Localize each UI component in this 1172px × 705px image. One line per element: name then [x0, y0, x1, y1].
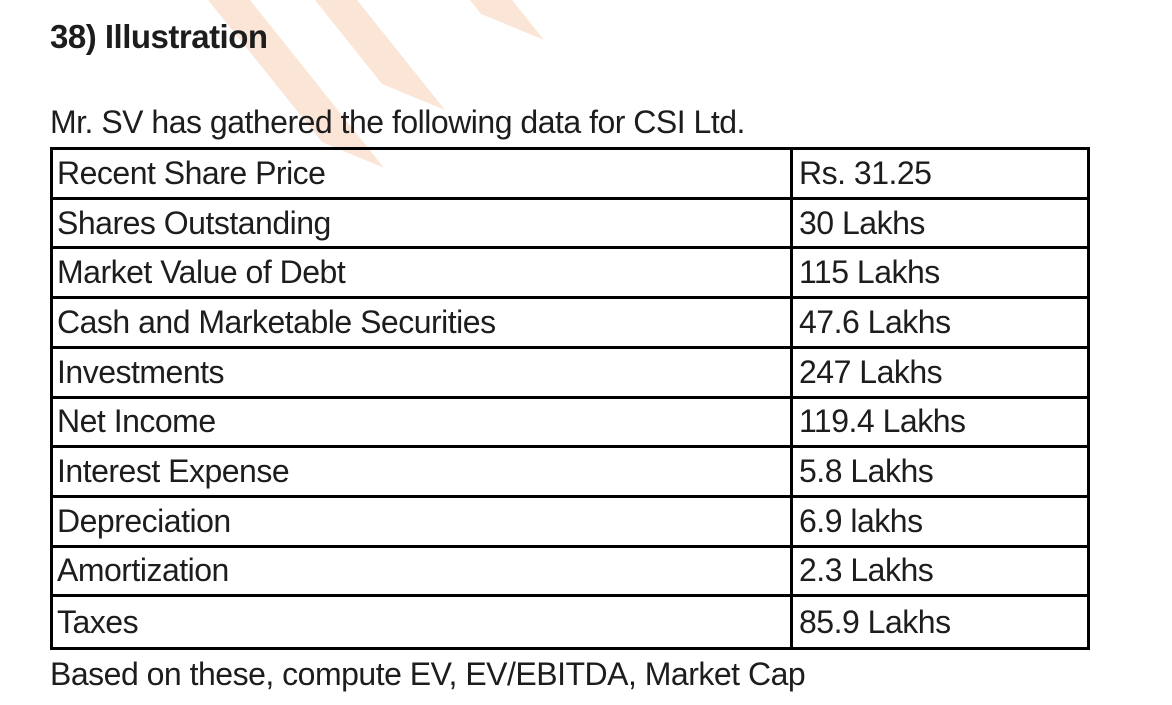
row-value: 119.4 Lakhs: [793, 399, 1087, 449]
row-label: Recent Share Price: [53, 150, 793, 200]
row-label: Depreciation: [53, 497, 793, 548]
row-value: Rs. 31.25: [793, 150, 1087, 200]
row-label: Shares Outstanding: [53, 199, 793, 250]
row-label: Interest Expense: [53, 448, 793, 498]
row-label: Net Income: [53, 398, 793, 449]
row-value: 115 Lakhs: [793, 249, 1087, 300]
row-label: Taxes: [53, 597, 793, 647]
row-value: 30 Lakhs: [793, 200, 1087, 250]
section-heading: 38) Illustration: [50, 18, 268, 55]
row-label: Cash and Marketable Securities: [53, 299, 793, 349]
row-label: Amortization: [53, 547, 793, 598]
row-value: 85.9 Lakhs: [799, 603, 951, 640]
intro-text: Mr. SV has gathered the following data f…: [50, 104, 745, 140]
row-value: 247 Lakhs: [793, 349, 1087, 399]
row-value: 5.8 Lakhs: [793, 448, 1087, 498]
row-value: 6.9 lakhs: [793, 498, 1087, 548]
question-text: Based on these, compute EV, EV/EBITDA, M…: [50, 656, 806, 692]
row-label: Market Value of Debt: [53, 249, 793, 300]
row-value: 2.3 Lakhs: [793, 548, 1087, 598]
row-value: 47.6 Lakhs: [793, 299, 1087, 349]
financial-data-table: Recent Share Price Rs. 31.25 Shares Outs…: [50, 147, 1090, 650]
row-label: Investments: [53, 348, 793, 399]
